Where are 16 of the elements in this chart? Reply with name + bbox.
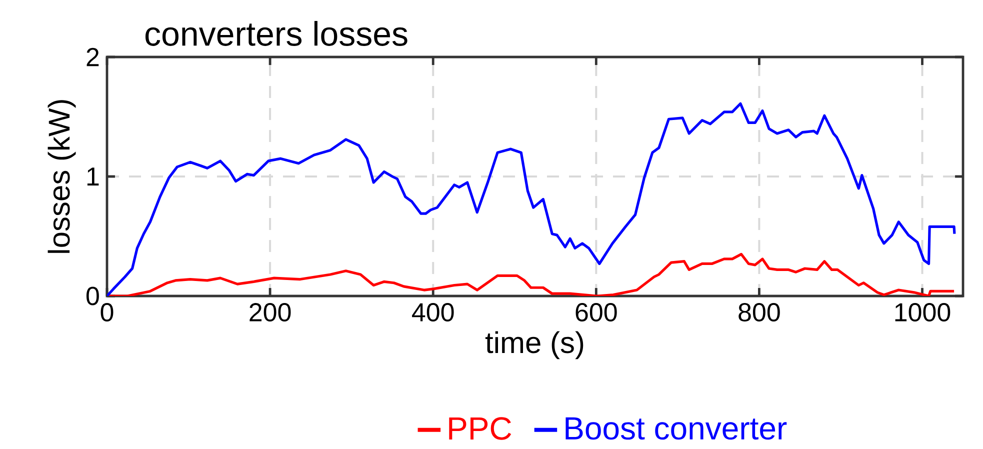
y-tick-label: 0	[86, 286, 99, 306]
x-tick-label: 200	[250, 303, 291, 322]
y-axis-title: losses (kW)	[48, 100, 76, 253]
x-tick-label: 0	[100, 303, 114, 322]
line-series	[107, 252, 956, 296]
x-tick-label: 400	[412, 303, 454, 322]
y-tick-label: 1	[87, 168, 99, 186]
x-tick-label: 600	[576, 303, 617, 322]
x-axis-title: time (s)	[485, 331, 584, 360]
y-tick-label: 2	[86, 48, 99, 66]
legend-label: PPC	[449, 417, 512, 440]
legend-label: Boost converter	[566, 417, 787, 440]
x-tick-label: 1000	[895, 303, 950, 322]
line-series	[107, 102, 956, 296]
x-tick-label: 800	[738, 303, 780, 322]
chart-title: converters losses	[145, 20, 408, 46]
